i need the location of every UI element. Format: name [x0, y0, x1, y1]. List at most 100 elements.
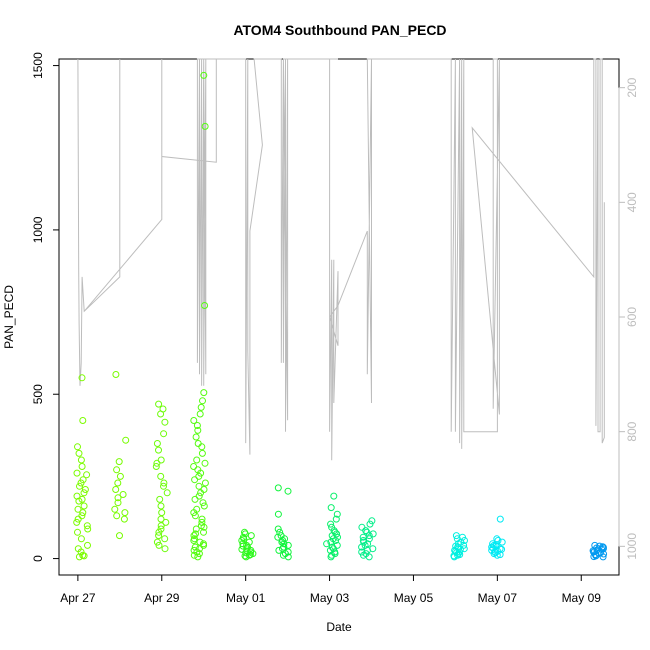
data-point [153, 440, 161, 447]
data-point [201, 459, 209, 467]
secondary-y-tick-label: 600 [625, 307, 639, 327]
data-point [153, 538, 161, 546]
data-point [323, 540, 331, 548]
y-tick-label: 0 [31, 555, 45, 562]
data-point [279, 551, 287, 559]
data-point [80, 502, 88, 510]
data-point [190, 551, 198, 559]
data-point [358, 543, 366, 551]
data-point [201, 479, 209, 487]
y-tick-label: 1500 [31, 52, 45, 79]
secondary-y-tick-label: 800 [625, 421, 639, 441]
data-point [191, 543, 199, 551]
data-point [498, 538, 506, 546]
data-point [198, 443, 206, 451]
x-axis-label: Date [326, 620, 352, 634]
points-layer [73, 71, 608, 561]
data-point [155, 532, 163, 540]
data-point [190, 537, 198, 544]
data-point [274, 525, 282, 533]
data-point [80, 552, 88, 560]
data-point [197, 489, 205, 497]
data-point [242, 553, 250, 561]
data-point [161, 545, 169, 553]
secondary-y-tick-label: 200 [625, 77, 639, 97]
data-point [365, 553, 373, 561]
data-point [74, 515, 82, 523]
data-point [157, 502, 165, 510]
data-point [81, 486, 89, 493]
data-point [152, 463, 160, 470]
data-point [120, 515, 128, 523]
data-point [122, 436, 130, 444]
data-point [191, 476, 199, 484]
data-point [77, 456, 85, 464]
data-point [157, 472, 165, 480]
data-point [284, 541, 292, 549]
data-point [284, 553, 292, 561]
data-point [190, 463, 198, 470]
data-point [115, 458, 123, 466]
data-point [112, 486, 120, 493]
data-point [590, 553, 598, 561]
data-point [84, 541, 91, 549]
data-point [461, 537, 468, 544]
data-point [333, 510, 341, 518]
data-point [358, 523, 366, 531]
data-point [112, 371, 120, 378]
data-point [369, 530, 377, 538]
data-point [155, 446, 162, 454]
chart-title: ATOM4 Southbound PAN_PECD [233, 22, 446, 38]
data-point [160, 479, 168, 487]
data-point [200, 486, 208, 493]
data-point [161, 535, 169, 543]
data-point [162, 518, 170, 526]
data-point [199, 499, 207, 507]
data-point [241, 552, 249, 560]
data-point [79, 509, 87, 517]
data-point [454, 551, 462, 559]
data-point [247, 532, 255, 540]
data-point [333, 530, 341, 538]
data-point [600, 550, 608, 558]
data-point [362, 527, 370, 535]
data-point [274, 533, 282, 541]
y-tick-label: 500 [31, 384, 45, 404]
data-point [198, 449, 206, 457]
data-point [157, 456, 165, 464]
data-point [194, 426, 202, 434]
data-point [197, 403, 205, 411]
data-point [274, 510, 282, 518]
data-point [114, 494, 122, 502]
data-point [157, 522, 165, 530]
data-point [74, 443, 81, 451]
data-point [116, 472, 124, 480]
secondary-y-tick-label: 400 [625, 192, 639, 212]
x-tick-label: Apr 29 [144, 591, 180, 605]
data-point [163, 489, 171, 497]
data-point [76, 482, 83, 490]
data-point [493, 551, 501, 559]
data-point [155, 400, 163, 408]
data-point [195, 482, 203, 490]
data-point [113, 466, 121, 474]
data-point [245, 551, 253, 559]
data-point [74, 528, 81, 536]
data-point [327, 504, 335, 512]
data-point [157, 515, 165, 523]
data-point [201, 122, 209, 130]
data-point [275, 546, 283, 554]
data-point [114, 499, 122, 507]
data-point [455, 548, 463, 556]
data-point [284, 487, 292, 495]
data-point [75, 553, 83, 561]
x-tick-label: May 07 [478, 591, 518, 605]
data-point [83, 522, 91, 530]
data-point [190, 417, 198, 424]
data-point [193, 456, 201, 464]
x-tick-label: May 05 [394, 591, 434, 605]
data-point [113, 512, 121, 520]
data-point [358, 548, 366, 556]
data-point [359, 533, 367, 541]
